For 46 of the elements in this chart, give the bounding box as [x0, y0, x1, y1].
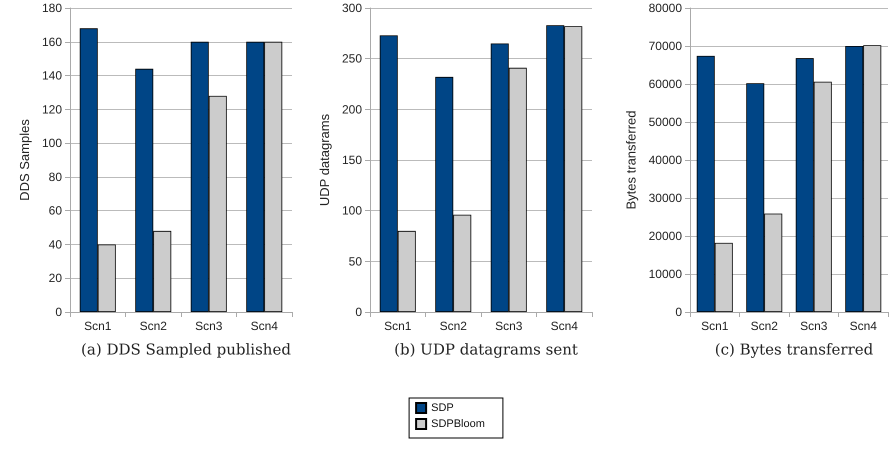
y-tick-label: 80000 [648, 1, 682, 15]
y-axis-title: DDS Samples [17, 118, 32, 201]
x-tick-label: Scn4 [850, 319, 878, 333]
y-tick-label: 50000 [648, 115, 682, 129]
y-tick-label: 60000 [648, 77, 682, 91]
y-tick-label: 70000 [648, 39, 682, 53]
y-tick-label: 100 [42, 136, 62, 150]
y-tick-label: 250 [342, 52, 362, 66]
x-tick-label: Scn4 [250, 319, 278, 333]
y-tick-label: 150 [342, 153, 362, 167]
text: (b) UDP datagrams sent [394, 340, 578, 358]
y-tick-label: 200 [342, 102, 362, 116]
y-tick-label: 140 [42, 68, 62, 83]
legend-label: SDP [431, 402, 454, 414]
y-tick-label: 30000 [648, 191, 682, 205]
x-tick-label: Scn2 [440, 319, 468, 333]
text: (a) DDS Sampled published [81, 340, 292, 358]
y-tick-label: 0 [355, 305, 362, 319]
y-tick-label: 180 [42, 1, 62, 15]
x-tick-label: Scn3 [495, 319, 523, 333]
y-tick-label: 80 [48, 170, 62, 184]
y-tick-label: 50 [348, 254, 362, 268]
y-tick-label: 300 [342, 1, 362, 15]
x-tick-label: Scn3 [800, 319, 828, 333]
y-tick-label: 100 [342, 204, 362, 218]
x-tick-label: Scn1 [384, 319, 412, 333]
y-tick-label: 20 [48, 271, 62, 286]
y-tick-label: 0 [675, 305, 682, 319]
y-tick-label: 120 [42, 102, 62, 116]
x-tick-label: Scn4 [550, 319, 578, 333]
y-axis-title: UDP datagrams [317, 113, 332, 206]
y-axis-title: Bytes transferred [624, 110, 639, 210]
y-tick-label: 10000 [648, 267, 682, 281]
y-tick-label: 40 [48, 237, 62, 252]
y-tick-label: 40000 [648, 153, 682, 167]
y-tick-label: 20000 [648, 229, 682, 243]
text: (c) Bytes transferred [714, 340, 874, 358]
y-tick-label: 60 [48, 204, 62, 218]
x-tick-label: Scn3 [195, 319, 223, 333]
x-tick-label: Scn2 [750, 319, 778, 333]
x-tick-label: Scn1 [701, 319, 729, 333]
x-tick-label: Scn1 [84, 319, 112, 333]
legend-label: SDPBloom [431, 418, 485, 430]
x-tick-label: Scn2 [140, 319, 168, 333]
y-tick-label: 0 [55, 305, 62, 319]
y-tick-label: 160 [42, 34, 62, 49]
